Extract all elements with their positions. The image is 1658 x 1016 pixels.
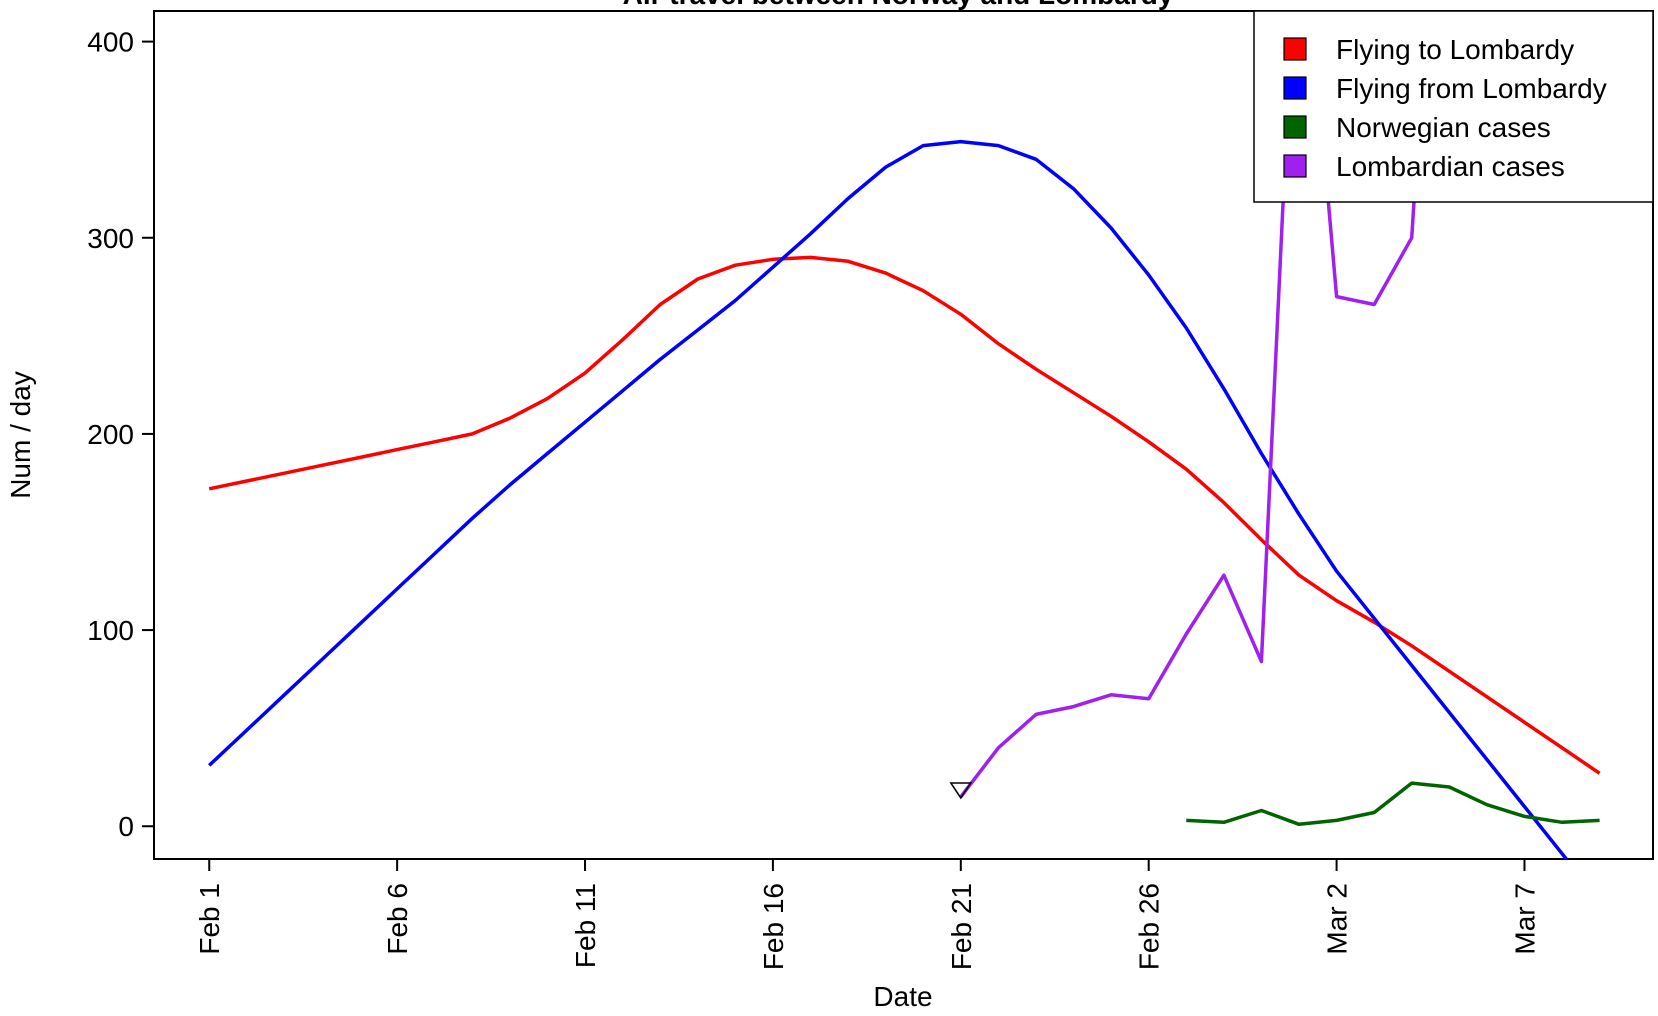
y-axis-label: Num / day [5, 371, 36, 499]
legend-label: Lombardian cases [1336, 151, 1565, 182]
series-line [1186, 781, 1600, 827]
y-tick-label: 0 [118, 811, 134, 842]
series-line [959, 11, 1428, 798]
legend-box [1253, 10, 1654, 203]
chart-title: Air travel between Norway and Lombardy [623, 0, 1174, 10]
legend-label: Flying to Lombardy [1336, 34, 1574, 65]
x-tick-label: Feb 21 [946, 883, 977, 970]
legend-label: Norwegian cases [1336, 112, 1551, 143]
legend-swatch [1283, 115, 1307, 139]
x-tick-label: Feb 26 [1134, 883, 1165, 970]
x-tick-label: Feb 16 [758, 883, 789, 970]
x-tick-label: Mar 2 [1322, 883, 1353, 955]
point-marker [949, 782, 973, 800]
legend-label: Flying from Lombardy [1336, 73, 1607, 104]
y-tick-label: 400 [87, 27, 134, 58]
x-tick-label: Feb 11 [570, 883, 601, 968]
plot-area [208, 11, 1601, 859]
x-tick-label: Feb 1 [194, 883, 225, 955]
x-axis-label: Date [873, 981, 932, 1012]
y-tick-label: 200 [87, 419, 134, 450]
series-line [208, 255, 1601, 775]
y-tick-label: 300 [87, 223, 134, 254]
series-line [208, 139, 1569, 859]
x-tick-label: Feb 6 [382, 883, 413, 955]
y-tick-label: 100 [87, 615, 134, 646]
legend-swatch [1283, 76, 1307, 100]
x-tick-label: Mar 7 [1509, 883, 1540, 955]
legend-swatch [1283, 154, 1307, 178]
legend-swatch [1283, 37, 1307, 61]
